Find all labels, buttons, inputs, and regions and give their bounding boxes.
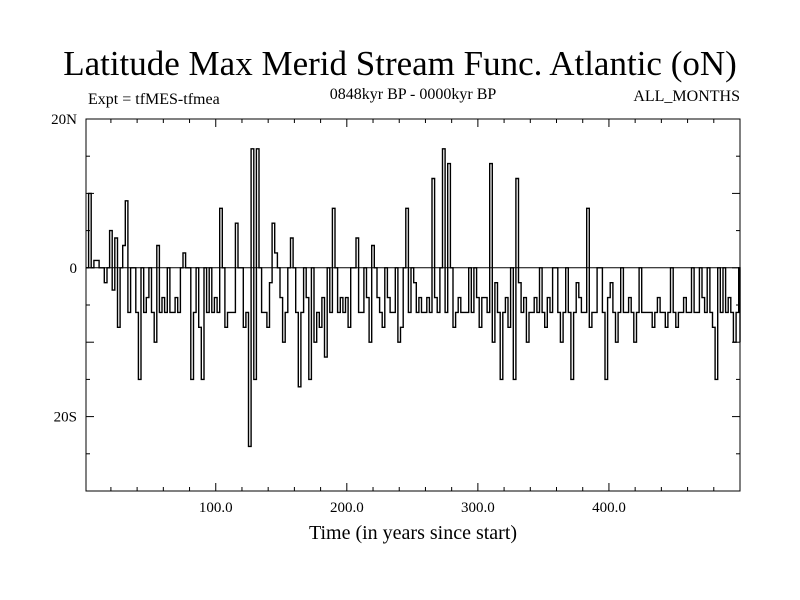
- chart-title: Latitude Max Merid Stream Func. Atlantic…: [63, 44, 737, 83]
- y-tick-label: 0: [70, 261, 78, 277]
- months-label: ALL_MONTHS: [633, 88, 740, 105]
- x-tick-label: 300.0: [461, 500, 495, 516]
- plot-frame: [85, 118, 741, 492]
- x-tick-label: 100.0: [199, 500, 233, 516]
- x-axis-label: Time (in years since start): [308, 522, 518, 544]
- x-tick-label: 400.0: [592, 500, 626, 516]
- experiment-label: Expt = tfMES-tfmea: [88, 91, 220, 108]
- y-tick-label: 20S: [54, 410, 77, 426]
- time-period-label: 0848kyr BP - 0000kyr BP: [329, 86, 497, 103]
- series-line: [86, 148, 741, 448]
- x-tick-label: 200.0: [330, 500, 364, 516]
- y-tick-label: 20N: [51, 112, 77, 128]
